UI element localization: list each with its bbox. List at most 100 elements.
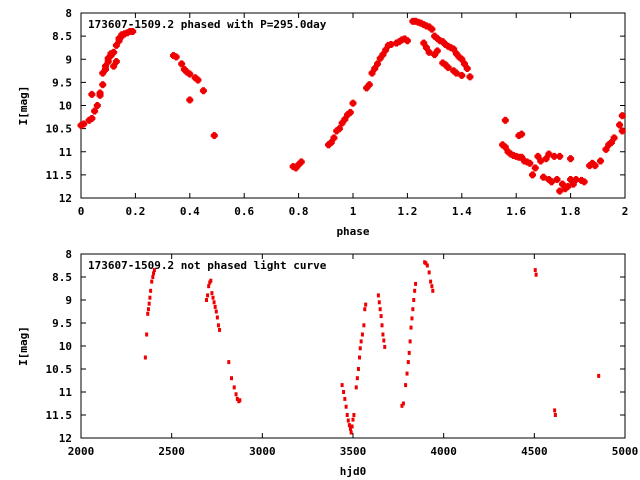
data-point [343,396,347,401]
data-point [183,68,191,76]
data-point [501,116,509,124]
y-tick-label: 9 [65,294,72,307]
data-point [93,102,101,109]
data-point [350,424,354,429]
y-tick-label: 10.5 [46,123,73,136]
data-point [172,53,180,61]
data-point [410,316,414,321]
data-point [378,307,382,312]
y-tick-label: 11 [59,146,73,159]
data-point [433,34,441,42]
data-point [347,423,351,428]
data-point [548,178,556,186]
data-point [345,413,349,417]
data-point [210,132,218,140]
data-point [425,23,433,31]
data-point [209,278,213,283]
data-point [382,338,386,343]
data-point [178,60,186,68]
data-point [340,383,344,388]
data-point [553,176,561,183]
data-point [330,134,338,142]
data-point [85,116,93,124]
x-tick-label: 1.6 [506,205,526,218]
data-point [235,396,239,401]
data-point [605,141,613,149]
data-point [358,355,362,360]
data-point [387,40,395,48]
data-point [368,69,376,77]
data-point [99,69,107,77]
x-tick-label: 0 [78,205,85,218]
data-point [588,159,596,167]
data-point [297,158,305,166]
data-point [91,107,99,115]
data-point [602,145,610,153]
data-point [146,307,150,312]
data-point [431,288,435,293]
data-point [412,298,416,302]
data-point [349,99,357,107]
chart-title: 173607-1509.2 phased with P=295.0day [88,18,327,31]
data-point [227,360,231,365]
y-tick-label: 8 [65,7,72,20]
data-point [430,284,434,289]
data-point [238,398,242,403]
data-point [458,55,466,63]
data-point [561,185,569,193]
data-point [409,325,413,330]
data-point [450,67,458,75]
data-point [534,152,542,160]
data-point [333,127,341,135]
x-tick-label: 1.4 [452,205,472,218]
y-tick-label: 10.5 [46,363,73,376]
data-point [450,45,458,53]
data-point [439,59,447,67]
x-tick-label: 3000 [249,445,276,458]
data-point [597,157,605,165]
data-point [327,139,335,146]
data-point [534,272,538,277]
data-point [365,81,373,89]
data-point [210,291,214,296]
data-point [342,390,346,394]
data-point [403,37,411,45]
data-point [550,152,558,160]
data-point [518,130,526,138]
data-point [360,332,364,337]
x-tick-label: 5000 [612,445,639,458]
data-point [618,112,626,120]
x-tick-label: 0.4 [180,205,200,218]
data-point [351,417,355,422]
data-point [553,408,557,413]
data-point [101,62,109,70]
data-point [199,87,207,95]
x-tick-label: 1 [350,205,357,218]
y-tick-label: 10 [59,340,72,353]
data-point [152,271,156,276]
data-point [556,152,564,160]
data-point [373,60,381,68]
y-tick-label: 8.5 [52,271,72,284]
data-point [212,300,216,305]
x-tick-label: 2000 [68,445,95,458]
data-point [96,89,104,97]
data-point [572,176,580,183]
data-point [99,81,107,89]
data-point [564,182,572,190]
data-point [379,314,383,319]
data-point [377,300,381,305]
data-point [346,108,354,116]
data-point [376,293,380,298]
data-point [180,65,188,73]
x-tick-label: 1.2 [397,205,417,218]
data-point [152,268,156,273]
data-point [129,28,137,35]
data-point [344,404,348,409]
data-point [359,339,363,344]
data-point [427,270,431,275]
data-point [406,360,410,365]
data-point [191,74,199,82]
data-point [206,293,210,298]
